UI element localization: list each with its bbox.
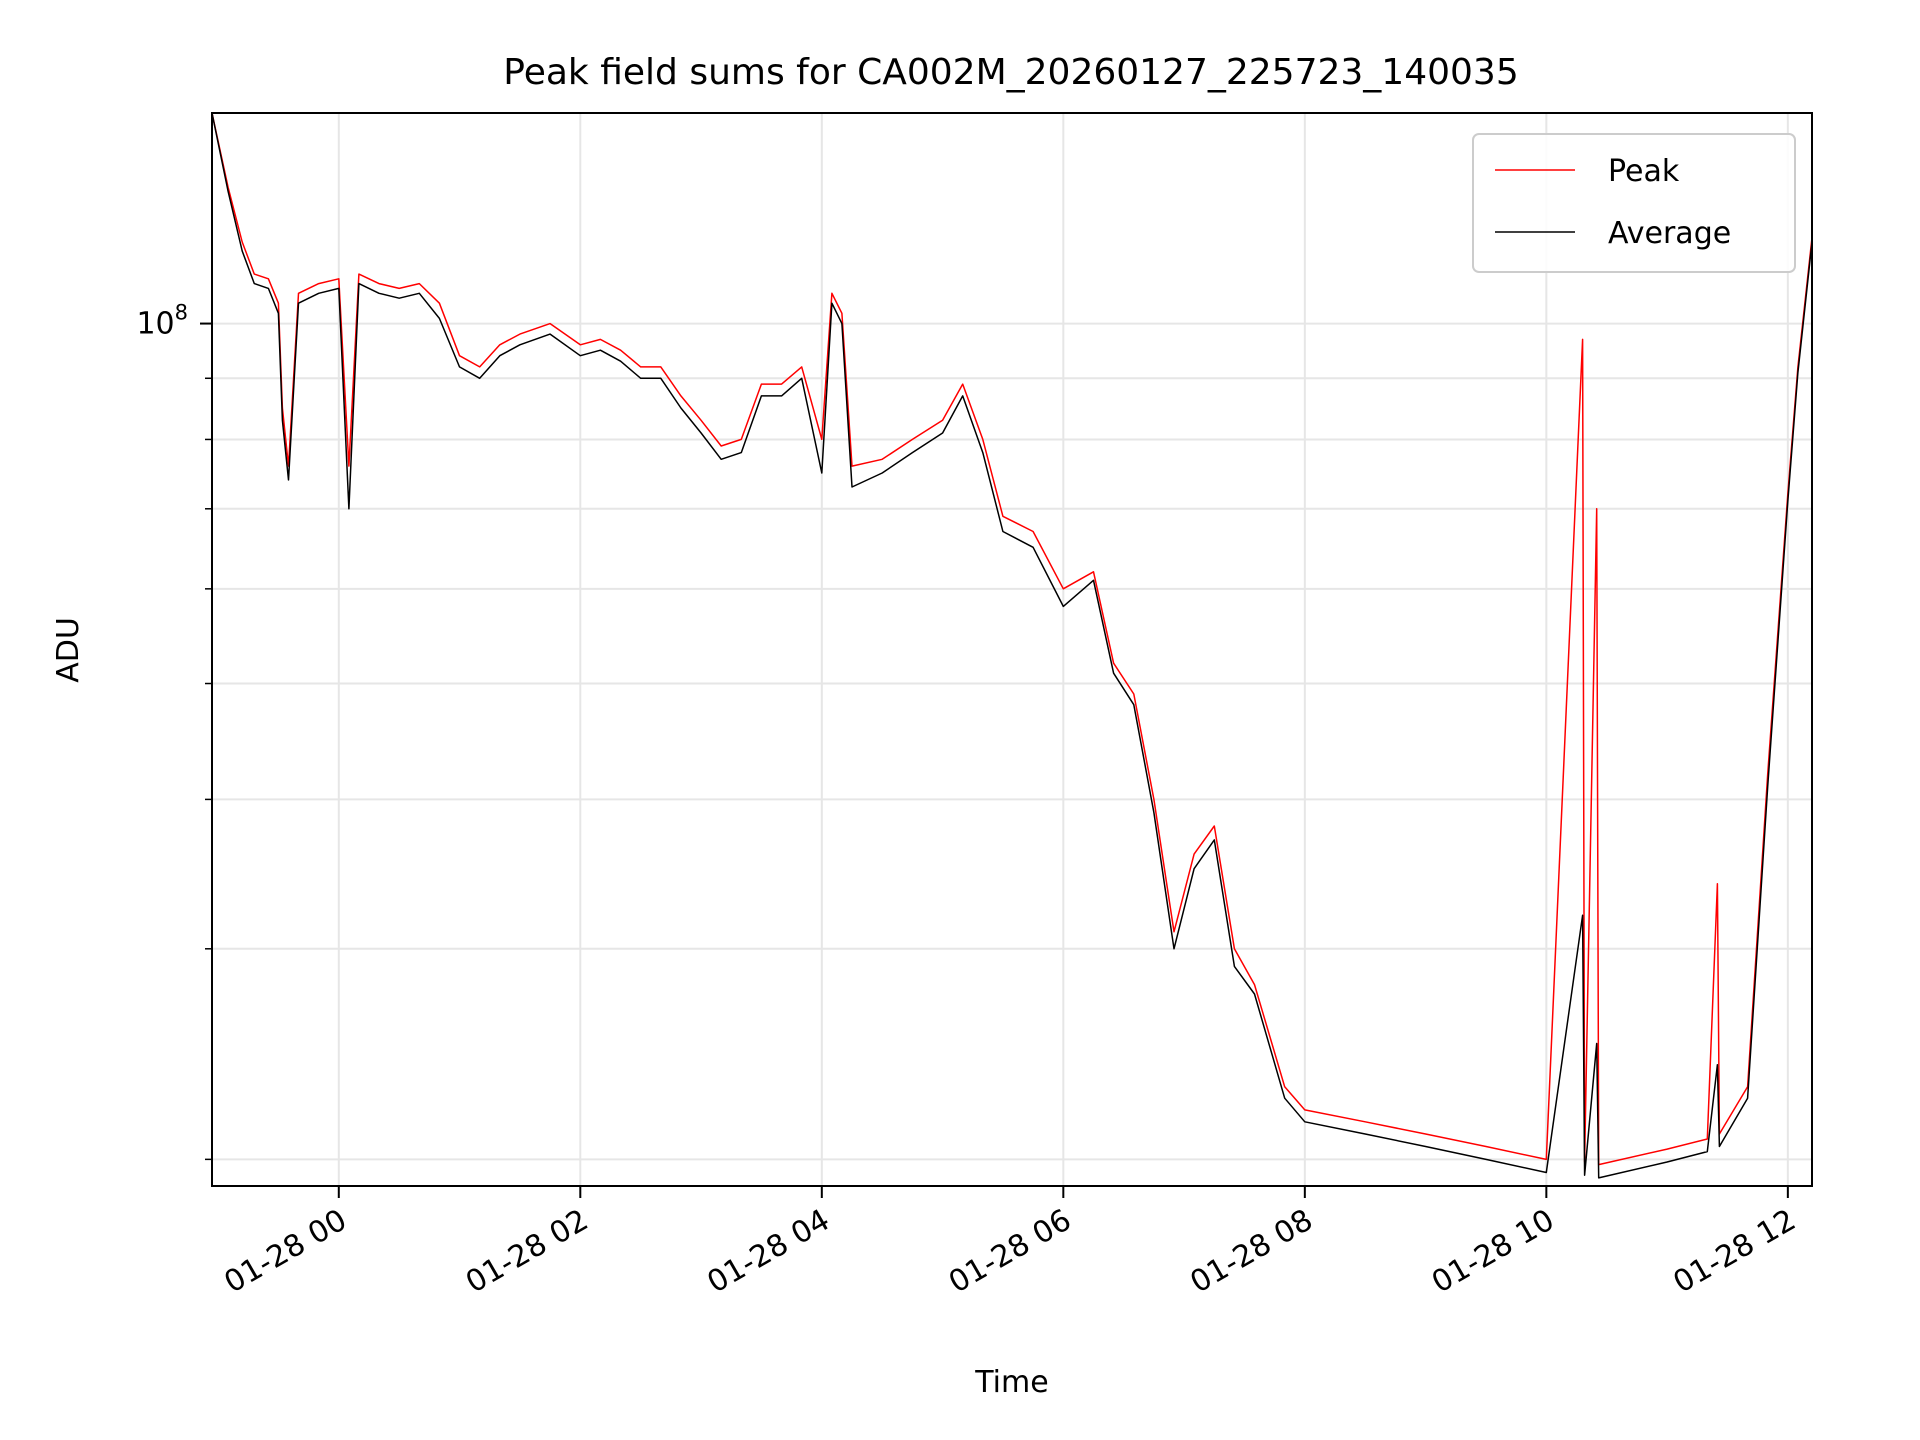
series-line-average	[212, 113, 1812, 1179]
legend-label-peak: Peak	[1608, 154, 1680, 189]
legend: Peak Average	[1472, 133, 1796, 273]
y-tick-label-base: 10	[136, 307, 174, 342]
series-line-peak	[212, 113, 1812, 1166]
plot-frame	[211, 112, 1813, 1187]
y-tick-label-exponent: 8	[175, 301, 188, 325]
legend-box	[1472, 133, 1796, 273]
y-axis-label: ADU	[51, 617, 86, 683]
y-axis: 108	[136, 301, 212, 1161]
legend-label-average: Average	[1608, 216, 1731, 251]
series-lines	[212, 113, 1812, 1179]
x-axis-label: Time	[974, 1365, 1048, 1400]
chart-title: Peak field sums for CA002M_20260127_2257…	[503, 52, 1518, 93]
y-tick-label: 108	[136, 301, 188, 342]
